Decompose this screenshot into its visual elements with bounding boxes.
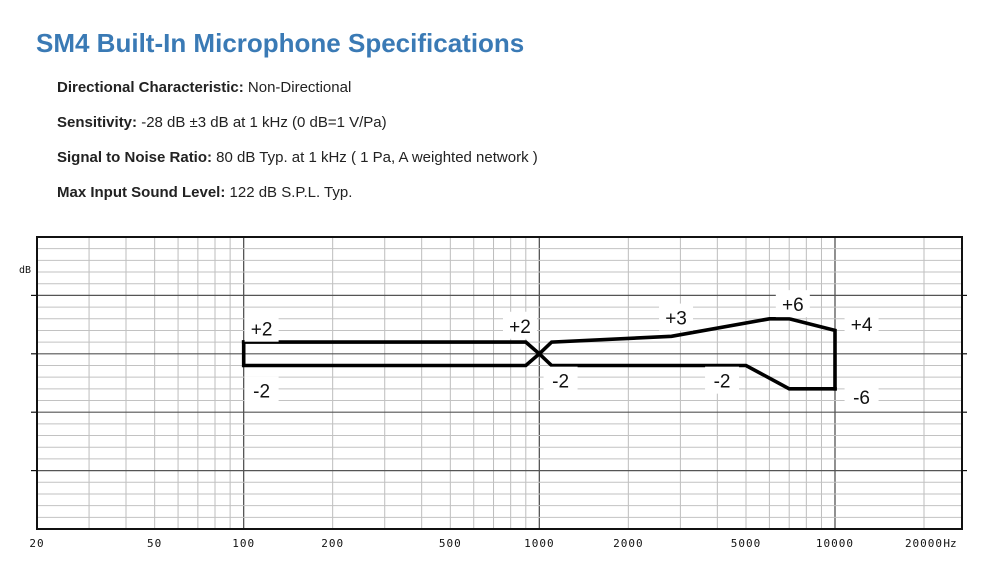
annotation-label: -2 bbox=[253, 382, 270, 403]
x-tick-label: 10000 bbox=[816, 537, 854, 550]
page-title: SM4 Built-In Microphone Specifications bbox=[36, 28, 525, 58]
annotation-label: +4 bbox=[851, 315, 873, 336]
x-tick-label: 5000 bbox=[731, 537, 762, 550]
annotation-background bbox=[844, 310, 879, 338]
spec-snr: Signal to Noise Ratio: 80 dB Typ. at 1 k… bbox=[57, 147, 538, 182]
annotation-background bbox=[844, 383, 879, 411]
series-line-lower bbox=[241, 340, 837, 391]
x-tick-label: 50 bbox=[147, 537, 162, 550]
x-tick-label: 500 bbox=[439, 537, 462, 550]
annotation-background bbox=[775, 290, 810, 318]
y-axis-unit-label: dB bbox=[19, 265, 31, 276]
x-tick-label: 100 bbox=[232, 537, 255, 550]
chart-axes: dB 20 50 100 200 500 1000 2000 5000 10000 20000 Hz bbox=[19, 236, 967, 550]
series-line-upper bbox=[241, 316, 837, 391]
spec-value: 122 dB S.P.L. Typ. bbox=[225, 184, 353, 201]
annotation-label: +2 bbox=[251, 320, 273, 341]
chart-series-layer bbox=[241, 316, 837, 391]
chart-annotations: +2 -2 +2 -2 +3 -2 +6 +4 -6 bbox=[244, 290, 879, 411]
x-tick-label: 2000 bbox=[613, 537, 644, 550]
annotation-label: -2 bbox=[552, 372, 569, 393]
x-tick-label: 20000 bbox=[905, 537, 943, 550]
x-tick-label: 20 bbox=[29, 537, 44, 550]
annotation-background bbox=[244, 376, 279, 404]
annotation-label: +6 bbox=[782, 295, 804, 316]
x-axis-unit-label: Hz bbox=[943, 537, 956, 550]
spec-label: Signal to Noise Ratio: bbox=[57, 149, 213, 166]
annotation-label: +3 bbox=[665, 309, 687, 330]
spec-max-input: Max Input Sound Level: 122 dB S.P.L. Typ… bbox=[57, 182, 538, 217]
x-tick-label: 1000 bbox=[524, 537, 555, 550]
spec-sensitivity: Sensitivity: -28 dB ±3 dB at 1 kHz (0 dB… bbox=[57, 112, 538, 147]
annotation-background bbox=[502, 311, 537, 339]
spec-directional: Directional Characteristic: Non-Directio… bbox=[57, 77, 538, 112]
chart-grid bbox=[37, 237, 962, 529]
chart-frame bbox=[36, 236, 963, 530]
spec-label: Directional Characteristic: bbox=[57, 79, 244, 96]
spec-value: 80 dB Typ. at 1 kHz ( 1 Pa, A weighted n… bbox=[212, 149, 538, 166]
spec-list: Directional Characteristic: Non-Directio… bbox=[57, 77, 538, 217]
annotation-label: +2 bbox=[509, 317, 531, 338]
spec-value: -28 dB ±3 dB at 1 kHz (0 dB=1 V/Pa) bbox=[137, 114, 387, 131]
annotation-background bbox=[244, 314, 279, 342]
spec-label: Sensitivity: bbox=[57, 114, 138, 131]
annotation-background bbox=[659, 303, 694, 331]
annotation-label: -2 bbox=[714, 372, 731, 393]
annotation-background bbox=[705, 366, 740, 394]
x-tick-label: 200 bbox=[321, 537, 344, 550]
annotation-label: -6 bbox=[853, 388, 870, 409]
spec-value: Non-Directional bbox=[243, 79, 352, 96]
annotation-background bbox=[543, 366, 578, 394]
spec-label: Max Input Sound Level: bbox=[57, 184, 226, 201]
